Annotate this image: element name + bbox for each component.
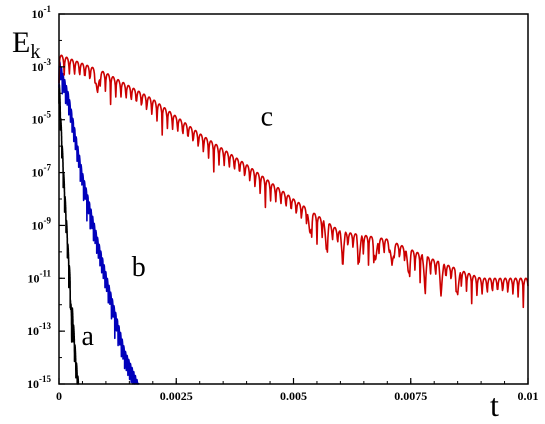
series-layer: a b c — [58, 54, 529, 385]
series-line-c — [58, 54, 529, 309]
y-tick-label: 10-5 — [32, 110, 52, 127]
y-axis-title: Ek — [12, 26, 40, 63]
series-line-b — [58, 60, 140, 385]
series-label-a: a — [82, 321, 95, 352]
y-tick-label: 10-7 — [32, 163, 52, 180]
x-axis-title: t — [490, 387, 499, 423]
x-tick-label: 0.0025 — [160, 389, 193, 403]
y-tick-label: 10-15 — [27, 374, 51, 391]
y-tick-label: 10-1 — [32, 4, 52, 21]
ticks-layer: 0 0.0025 0.005 0.0075 0.01 10-1 10-3 10-5 10-7 10… — [27, 4, 539, 403]
series-label-c: c — [261, 102, 273, 133]
x-tick-label: 0.01 — [518, 389, 539, 403]
x-tick-label: 0 — [56, 389, 62, 403]
y-tick-label: 10-3 — [32, 57, 52, 74]
x-tick-label: 0.005 — [280, 389, 307, 403]
series-label-b: b — [132, 252, 146, 283]
labels-layer: Ek t — [12, 26, 499, 423]
y-tick-label: 10-11 — [27, 268, 51, 285]
series-line-a — [58, 83, 80, 385]
x-tick-label: 0.0075 — [394, 389, 427, 403]
y-tick-label: 10-9 — [32, 215, 52, 232]
y-tick-label: 10-13 — [27, 321, 51, 338]
